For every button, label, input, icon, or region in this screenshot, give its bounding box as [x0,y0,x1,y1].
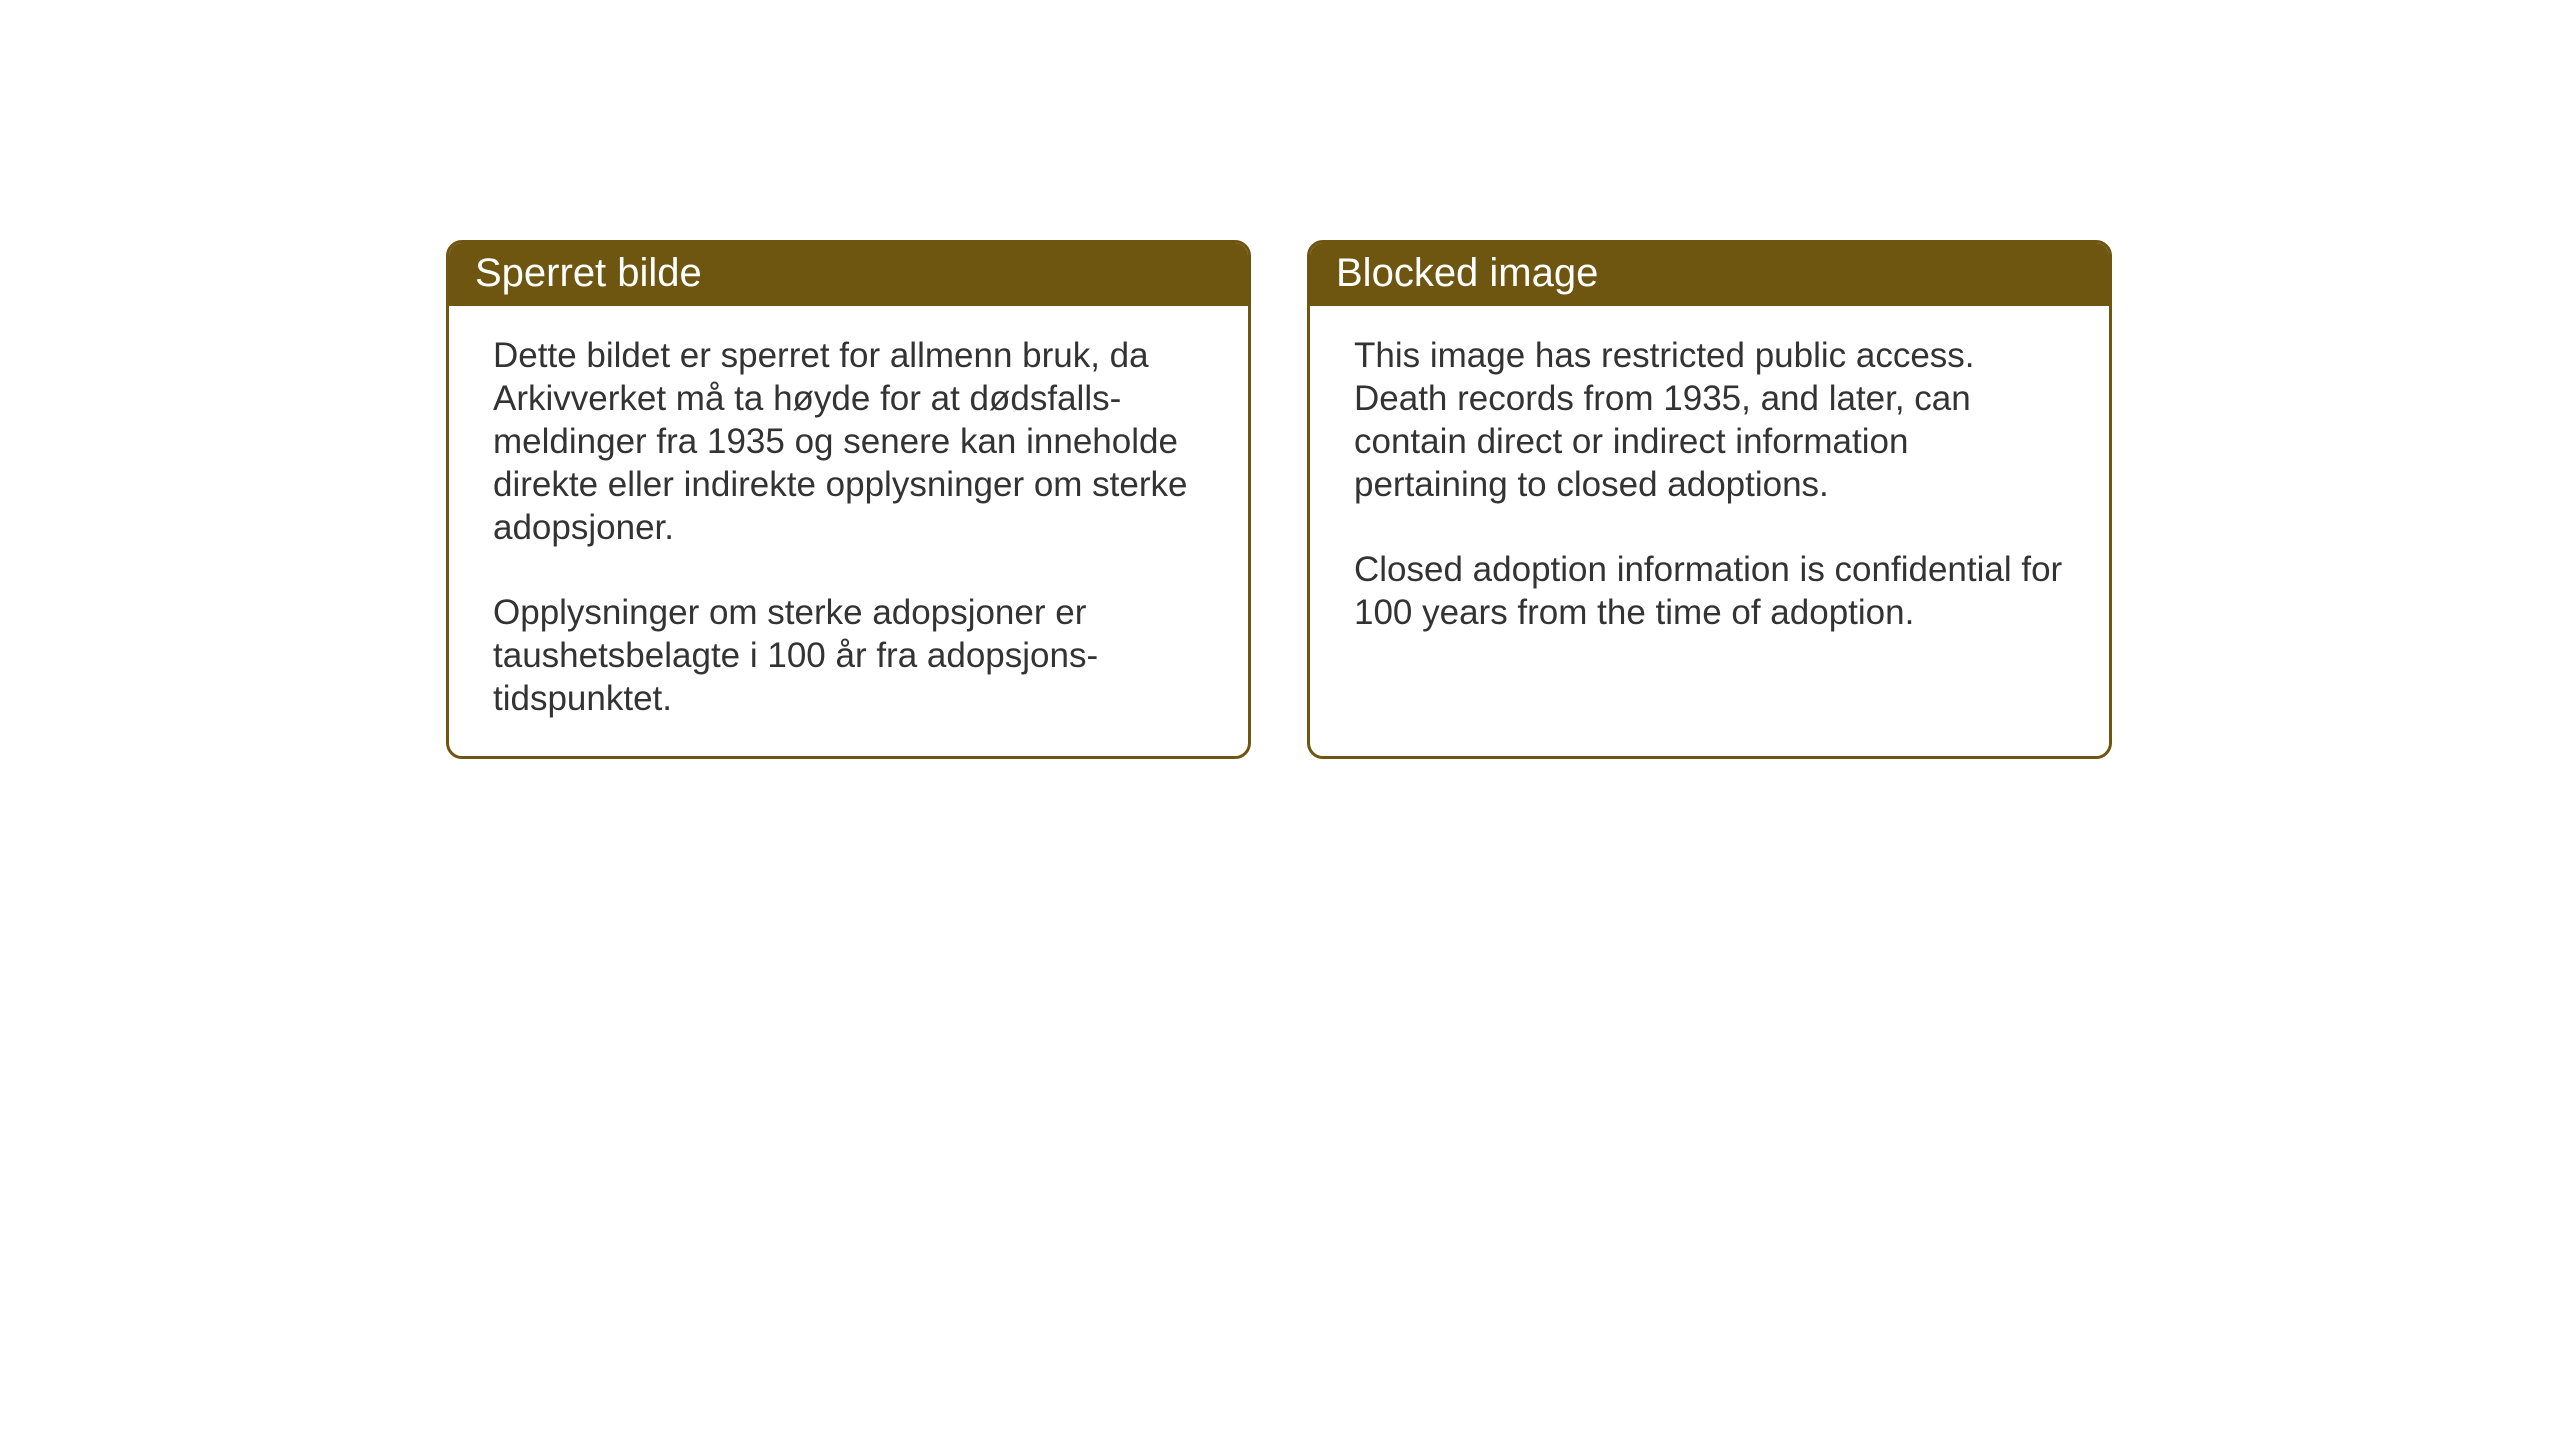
english-paragraph-1: This image has restricted public access.… [1354,334,2069,506]
notice-cards-container: Sperret bilde Dette bildet er sperret fo… [446,240,2112,759]
english-card-title: Blocked image [1310,243,2109,306]
english-paragraph-2: Closed adoption information is confident… [1354,548,2069,634]
english-card-body: This image has restricted public access.… [1310,306,2109,670]
english-notice-card: Blocked image This image has restricted … [1307,240,2112,759]
norwegian-card-title: Sperret bilde [449,243,1248,306]
norwegian-notice-card: Sperret bilde Dette bildet er sperret fo… [446,240,1251,759]
norwegian-card-body: Dette bildet er sperret for allmenn bruk… [449,306,1248,756]
norwegian-paragraph-2: Opplysninger om sterke adopsjoner er tau… [493,591,1208,720]
norwegian-paragraph-1: Dette bildet er sperret for allmenn bruk… [493,334,1208,549]
